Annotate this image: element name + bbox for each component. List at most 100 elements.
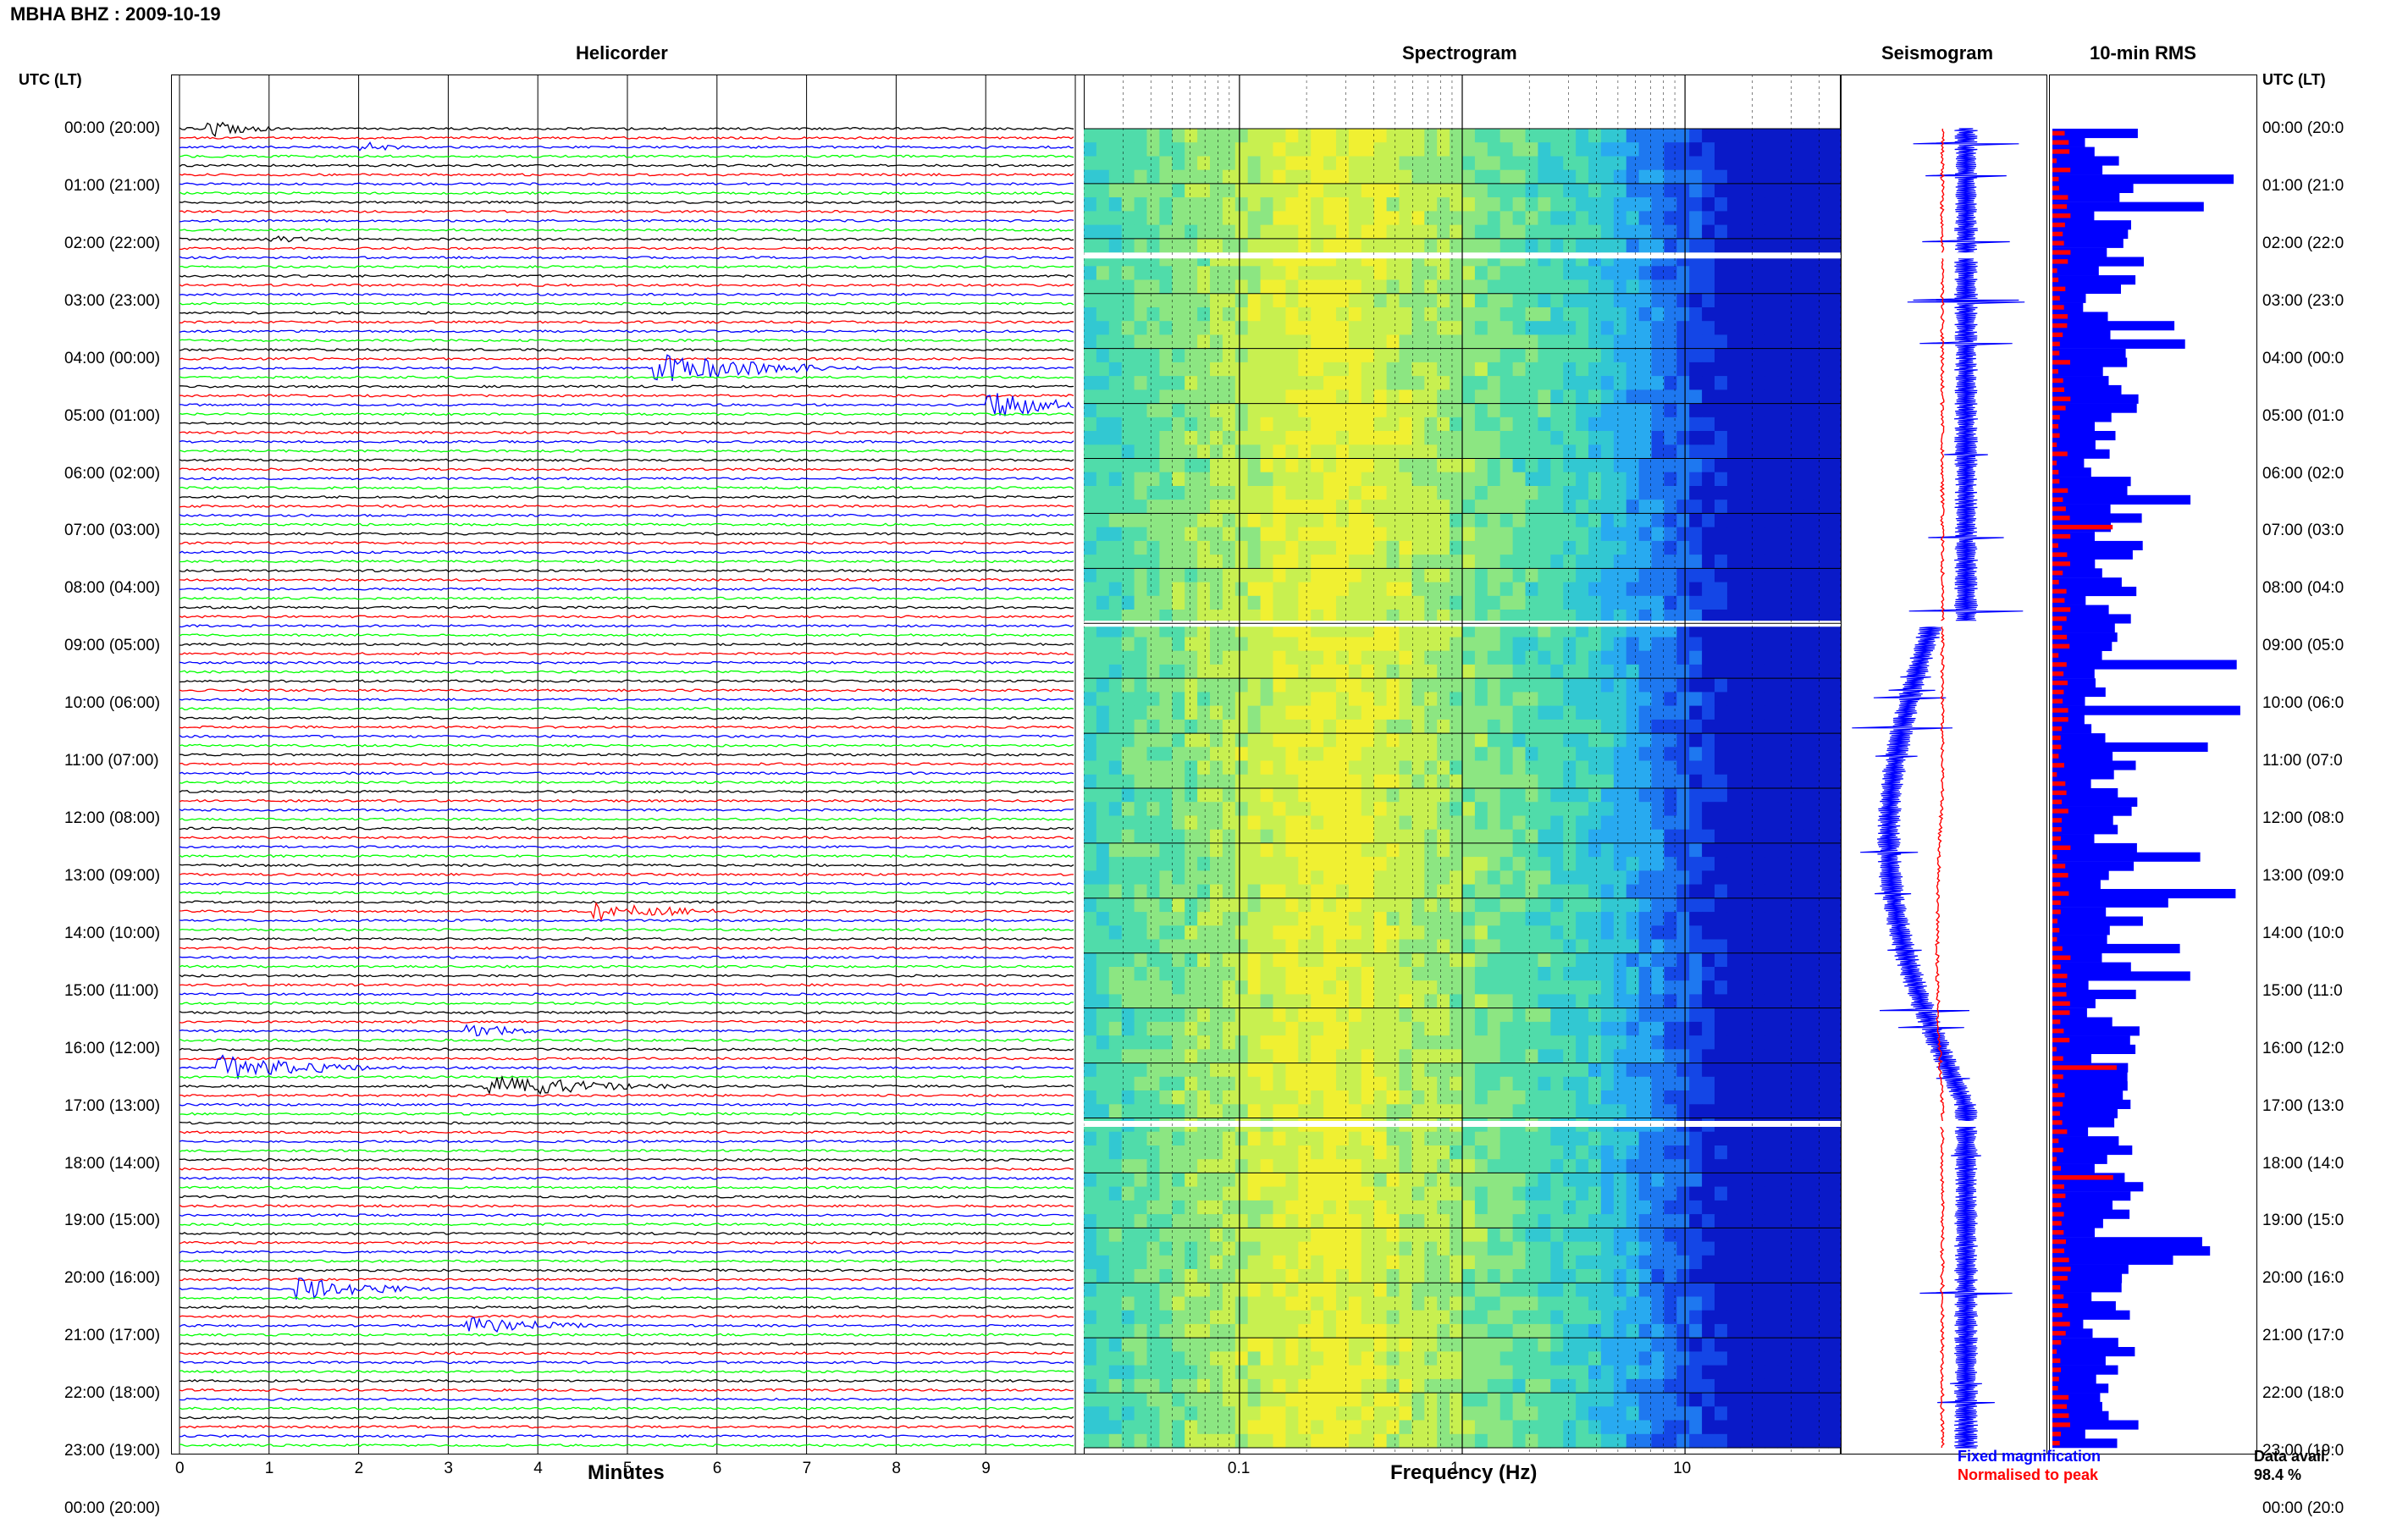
spectrogram-cell: [1374, 775, 1388, 789]
spectrogram-cell: [1652, 129, 1665, 143]
spectrogram-cell: [1197, 1104, 1211, 1118]
spectrogram-cell: [1122, 472, 1135, 487]
spectrogram-cell: [1488, 225, 1501, 240]
spectrogram-cell: [1235, 334, 1249, 349]
spectrogram-cell: [1550, 513, 1564, 527]
spectrogram-cell: [1400, 527, 1413, 542]
spectrogram-cell: [1261, 184, 1274, 198]
spectrogram-cell: [1815, 747, 1829, 761]
spectrogram-cell: [1400, 239, 1413, 253]
spectrogram-cell: [1223, 362, 1236, 377]
spectrogram-cell: [1336, 527, 1350, 542]
spectrogram-cell: [1488, 197, 1501, 212]
spectrogram-cell: [1513, 568, 1527, 582]
spectrogram-cell: [1336, 665, 1350, 679]
spectrogram-cell: [1411, 1173, 1425, 1187]
spectrogram-cell: [1349, 280, 1362, 295]
spectrogram-cell: [1526, 321, 1539, 335]
spectrogram-cell: [1550, 362, 1564, 377]
spectrogram-cell: [1475, 472, 1488, 487]
spectrogram-cell: [1513, 444, 1527, 459]
spectrogram-cell: [1159, 1063, 1173, 1078]
spectrogram-cell: [1159, 638, 1173, 652]
spectrogram-cell: [1437, 1173, 1450, 1187]
spectrogram-cell: [1374, 720, 1388, 734]
spectrogram-cell: [1475, 843, 1488, 858]
spectrogram-cell: [1664, 967, 1677, 981]
spectrogram-cell: [1462, 720, 1476, 734]
spectrogram-cell: [1803, 486, 1816, 500]
spectrogram-cell: [1210, 843, 1223, 858]
spectrogram-cell: [1361, 157, 1375, 171]
spectrogram-cell: [1185, 953, 1198, 968]
spectrogram-cell: [1285, 444, 1299, 459]
spectrogram-cell: [1689, 1132, 1703, 1146]
spectrogram-cell: [1563, 1145, 1577, 1160]
spectrogram-cell: [1627, 582, 1640, 597]
spectrogram-cell: [1475, 1090, 1488, 1105]
spectrogram-cell: [1676, 444, 1690, 459]
spectrogram-cell: [1563, 912, 1577, 926]
spectrogram-cell: [1639, 802, 1653, 816]
spectrogram-cell: [1349, 472, 1362, 487]
spectrogram-cell: [1526, 1201, 1539, 1215]
spectrogram-cell: [1273, 1077, 1287, 1091]
spectrogram-cell: [1664, 294, 1677, 308]
spectrogram-cell: [1349, 665, 1362, 679]
spectrogram-cell: [1778, 280, 1792, 295]
spectrogram-cell: [1210, 651, 1223, 665]
spectrogram-cell: [1285, 980, 1299, 995]
spectrogram-cell: [1450, 459, 1463, 473]
spectrogram-cell: [1576, 761, 1589, 776]
spectrogram-cell: [1601, 857, 1615, 871]
spectrogram-cell: [1323, 706, 1337, 720]
spectrogram-cell: [1261, 1077, 1274, 1091]
spectrogram-cell: [1778, 459, 1792, 473]
spectrogram-cell: [1311, 459, 1324, 473]
spectrogram-cell: [1462, 870, 1476, 885]
spectrogram-cell: [1374, 225, 1388, 240]
spectrogram-cell: [1400, 870, 1413, 885]
spectrogram-cell: [1349, 321, 1362, 335]
spectrogram-cell: [1109, 830, 1123, 844]
spectrogram-cell: [1411, 334, 1425, 349]
spectrogram-cell: [1778, 967, 1792, 981]
spectrogram-cell: [1387, 761, 1400, 776]
spectrogram-cell: [1627, 349, 1640, 363]
spectrogram-cell: [1109, 994, 1123, 1008]
spectrogram-cell: [1349, 816, 1362, 831]
spectrogram-cell: [1298, 912, 1312, 926]
spectrogram-cell: [1462, 706, 1476, 720]
spectrogram-cell: [1185, 912, 1198, 926]
spectrogram-cell: [1172, 665, 1185, 679]
spectrogram-cell: [1185, 720, 1198, 734]
spectrogram-cell: [1197, 513, 1211, 527]
spectrogram-cell: [1424, 1049, 1438, 1063]
spectrogram-cell: [1538, 706, 1551, 720]
spectrogram-cell: [1576, 788, 1589, 803]
spectrogram-cell: [1488, 307, 1501, 322]
spectrogram-cell: [1601, 225, 1615, 240]
spectrogram-cell: [1210, 266, 1223, 280]
spectrogram-cell: [1400, 266, 1413, 280]
spectrogram-cell: [1273, 239, 1287, 253]
spectrogram-cell: [1601, 349, 1615, 363]
spectrogram-cell: [1727, 733, 1740, 748]
spectrogram-cell: [1235, 638, 1249, 652]
spectrogram-cell: [1273, 197, 1287, 212]
spectrogram-cell: [1361, 170, 1375, 185]
spectrogram-cell: [1298, 761, 1312, 776]
spectrogram-cell: [1639, 665, 1653, 679]
spectrogram-cell: [1601, 376, 1615, 390]
spectrogram-cell: [1336, 1035, 1350, 1050]
spectrogram-cell: [1702, 472, 1715, 487]
spectrogram-cell: [1450, 225, 1463, 240]
spectrogram-cell: [1576, 197, 1589, 212]
spectrogram-cell: [1753, 541, 1766, 555]
spectrogram-cell: [1235, 211, 1249, 225]
spectrogram-cell: [1676, 541, 1690, 555]
spectrogram-cell: [1248, 775, 1262, 789]
spectrogram-cell: [1210, 568, 1223, 582]
spectrogram-cell: [1248, 129, 1262, 143]
spectrogram-cell: [1727, 1049, 1740, 1063]
